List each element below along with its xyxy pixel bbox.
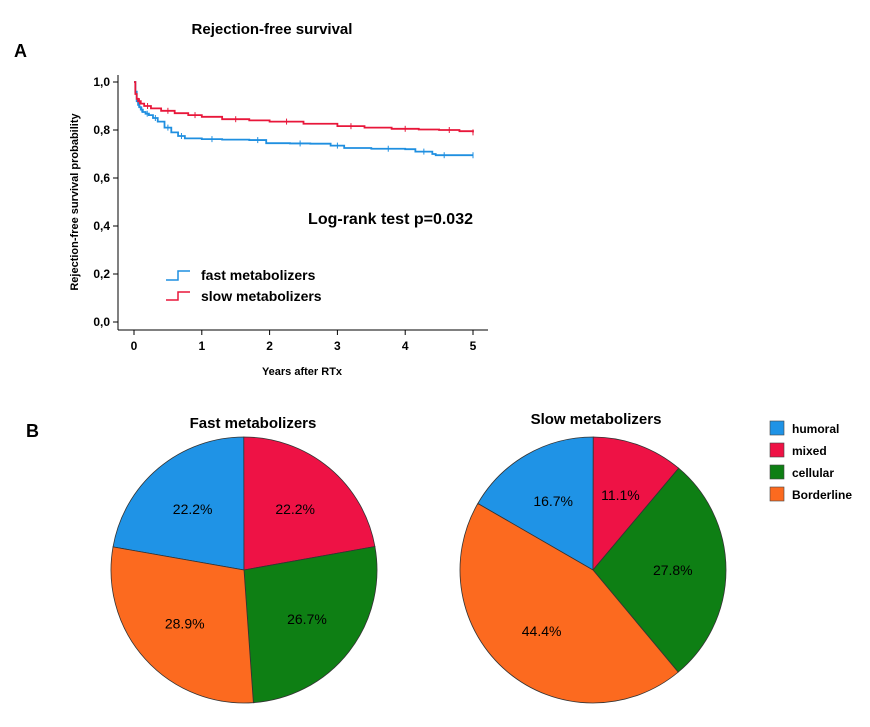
legend-swatch-mixed xyxy=(769,442,785,458)
pie-fast-label-humoral: 22.2% xyxy=(173,501,213,517)
km-x-tick-label: 3 xyxy=(334,339,341,353)
panel-b-label: B xyxy=(26,421,39,441)
legend-swatch-cellular xyxy=(769,464,785,480)
pie-slow-slice-mixed xyxy=(592,436,680,572)
pie-fast-slice-mixed xyxy=(243,436,376,571)
pie-slow-label-humoral: 16.7% xyxy=(533,493,573,509)
km-legend-swatch-fast xyxy=(166,270,190,281)
km-y-tick-label: 0,6 xyxy=(93,171,110,185)
pie-fast-slice-borderline xyxy=(110,546,254,704)
km-y-tick-label: 0,2 xyxy=(93,267,110,281)
pie-slow: 16.7% 11.1% 27.8% 44.4% xyxy=(459,436,727,704)
pie-slow-title: Slow metabolizers xyxy=(531,411,662,428)
km-x-tick-label: 0 xyxy=(131,339,138,353)
km-x-tick-label: 2 xyxy=(266,339,273,353)
logrank-annotation: Log-rank test p=0.032 xyxy=(308,211,473,228)
pie-fast-label-borderline: 28.9% xyxy=(165,615,205,631)
km-curve-slow xyxy=(134,81,474,133)
pie-slow-label-cellular: 27.8% xyxy=(653,562,693,578)
km-y-axis-label: Rejection-free survival probability xyxy=(69,112,81,290)
km-y-tick-label: 1,0 xyxy=(93,75,110,89)
pie-legend: humoral mixed cellular Borderline xyxy=(769,420,852,502)
pie-fast-label-cellular: 26.7% xyxy=(287,611,327,627)
km-legend-label-slow: slow metabolizers xyxy=(201,288,322,304)
pie-fast-slice-cellular xyxy=(243,546,378,704)
km-x-tick-label: 5 xyxy=(470,339,477,353)
pie-slow-slice-borderline xyxy=(459,502,679,704)
pie-slow-slice-humoral xyxy=(477,436,594,571)
km-plot: 0,0 0,2 0,4 0,6 0,8 1,0 0 1 2 3 4 5 Rejection-free… xyxy=(69,75,488,378)
pie-slow-label-borderline: 44.4% xyxy=(522,623,562,639)
legend-swatch-humoral xyxy=(769,420,785,436)
legend-swatch-borderline xyxy=(769,486,785,502)
km-legend-swatch-slow xyxy=(166,291,190,301)
legend-label-borderline: Borderline xyxy=(792,488,852,502)
pie-fast-title: Fast metabolizers xyxy=(190,415,317,432)
pie-fast-label-mixed: 22.2% xyxy=(275,501,315,517)
km-x-tick-label: 4 xyxy=(402,339,409,353)
pie-slow-label-mixed: 11.1% xyxy=(601,487,640,503)
km-x-axis-label: Years after RTx xyxy=(262,366,343,378)
km-curve-fast xyxy=(134,81,473,157)
pie-slow-slice-cellular xyxy=(592,467,727,673)
panel-a-label: A xyxy=(14,41,27,61)
legend-label-mixed: mixed xyxy=(792,444,827,458)
km-legend: fast metabolizers slow metabolizers xyxy=(166,267,322,304)
km-y-tick-label: 0,8 xyxy=(93,123,110,137)
km-y-tick-label: 0,0 xyxy=(93,315,110,329)
km-legend-label-fast: fast metabolizers xyxy=(201,267,316,283)
pie-fast: 22.2% 22.2% 26.7% 28.9% xyxy=(110,436,378,704)
pie-fast-slice-humoral xyxy=(112,436,245,571)
km-x-tick-label: 1 xyxy=(198,339,205,353)
legend-label-humoral: humoral xyxy=(792,422,839,436)
legend-label-cellular: cellular xyxy=(792,466,834,480)
km-title: Rejection-free survival xyxy=(192,21,353,38)
km-y-tick-label: 0,4 xyxy=(93,219,110,233)
